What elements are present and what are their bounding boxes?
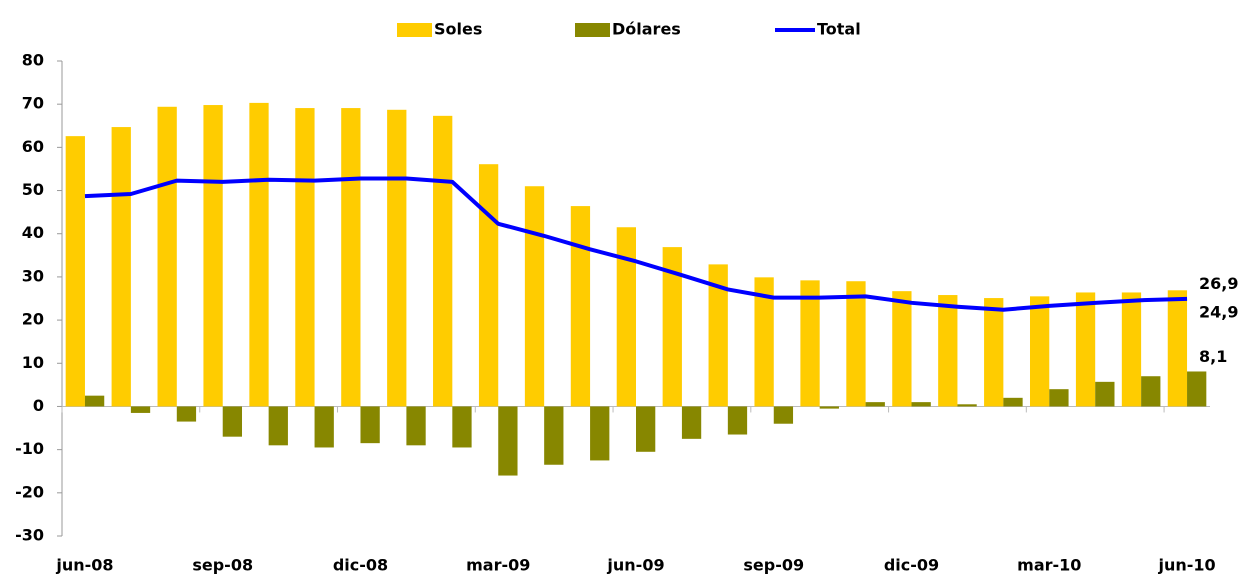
bar: [387, 109, 407, 407]
bar: [111, 127, 131, 407]
x-tick-label: jun-09: [606, 556, 664, 575]
bar: [1187, 371, 1207, 407]
bar: [892, 291, 912, 407]
x-tick-label: sep-09: [743, 556, 804, 575]
bar: [1029, 296, 1050, 407]
bar: [681, 406, 702, 439]
bar: [524, 186, 545, 407]
y-tick-label: -10: [15, 439, 44, 458]
y-tick-label: 50: [22, 180, 44, 199]
x-tick-label: dic-08: [333, 556, 388, 575]
bar: [452, 406, 472, 448]
bar: [1167, 290, 1188, 407]
bar: [800, 280, 820, 407]
y-tick-label: 10: [22, 353, 44, 372]
bar: [911, 402, 931, 407]
y-tick-label: -30: [15, 526, 44, 545]
bar: [176, 406, 197, 422]
bar: [341, 108, 361, 407]
bar: [1049, 389, 1069, 407]
bar: [754, 277, 774, 407]
x-tick-label: sep-08: [192, 556, 253, 575]
x-tick-label: jun-10: [1157, 556, 1215, 575]
x-tick-label: mar-10: [1017, 556, 1081, 575]
y-tick-label: -20: [15, 482, 44, 501]
bar: [636, 406, 656, 452]
bar: [478, 164, 499, 407]
bar: [773, 406, 794, 424]
bar: [1075, 292, 1096, 407]
bar: [249, 102, 269, 407]
value-label: 8,1: [1199, 347, 1227, 366]
legend-label: Dólares: [612, 20, 681, 39]
y-tick-label: 70: [22, 94, 44, 113]
y-tick-label: 60: [22, 137, 44, 156]
bar: [662, 247, 682, 407]
bar: [616, 227, 636, 407]
bar: [544, 406, 564, 465]
bar: [295, 108, 315, 407]
y-tick-label: 40: [22, 223, 44, 242]
bar: [433, 115, 453, 407]
bar: [1003, 397, 1023, 407]
bar: [406, 406, 426, 446]
bar: [590, 406, 610, 461]
y-tick-label: 0: [33, 396, 44, 415]
bar: [268, 406, 288, 446]
bar: [708, 264, 728, 407]
bar: [957, 404, 977, 407]
bar: [360, 406, 380, 444]
legend-swatch: [575, 23, 610, 37]
bar: [865, 402, 885, 407]
bar: [570, 206, 591, 407]
legend-label: Soles: [434, 20, 482, 39]
bar: [498, 406, 518, 476]
bar: [819, 406, 839, 409]
bar: [157, 106, 177, 407]
bar: [1121, 292, 1142, 407]
value-label: 26,9: [1199, 274, 1238, 293]
bar: [1095, 381, 1115, 407]
line: [84, 176, 1188, 312]
y-tick-label: 80: [22, 51, 44, 70]
legend-label: Total: [817, 20, 861, 39]
y-tick-label: 20: [22, 310, 44, 329]
y-tick-label: 30: [22, 266, 44, 285]
bar: [65, 136, 85, 407]
x-tick-label: dic-09: [884, 556, 939, 575]
bar: [314, 406, 334, 448]
bar: [938, 295, 958, 407]
x-tick-label: mar-09: [466, 556, 530, 575]
bar: [846, 281, 866, 407]
bar: [222, 406, 243, 437]
bar: [1141, 376, 1161, 407]
bar: [984, 298, 1004, 407]
bar: [84, 395, 105, 407]
x-tick-label: jun-08: [55, 556, 113, 575]
bar: [203, 105, 223, 407]
value-label: 24,9: [1199, 302, 1238, 321]
bar: [727, 406, 748, 435]
legend-swatch: [397, 23, 432, 37]
bar: [130, 406, 151, 413]
